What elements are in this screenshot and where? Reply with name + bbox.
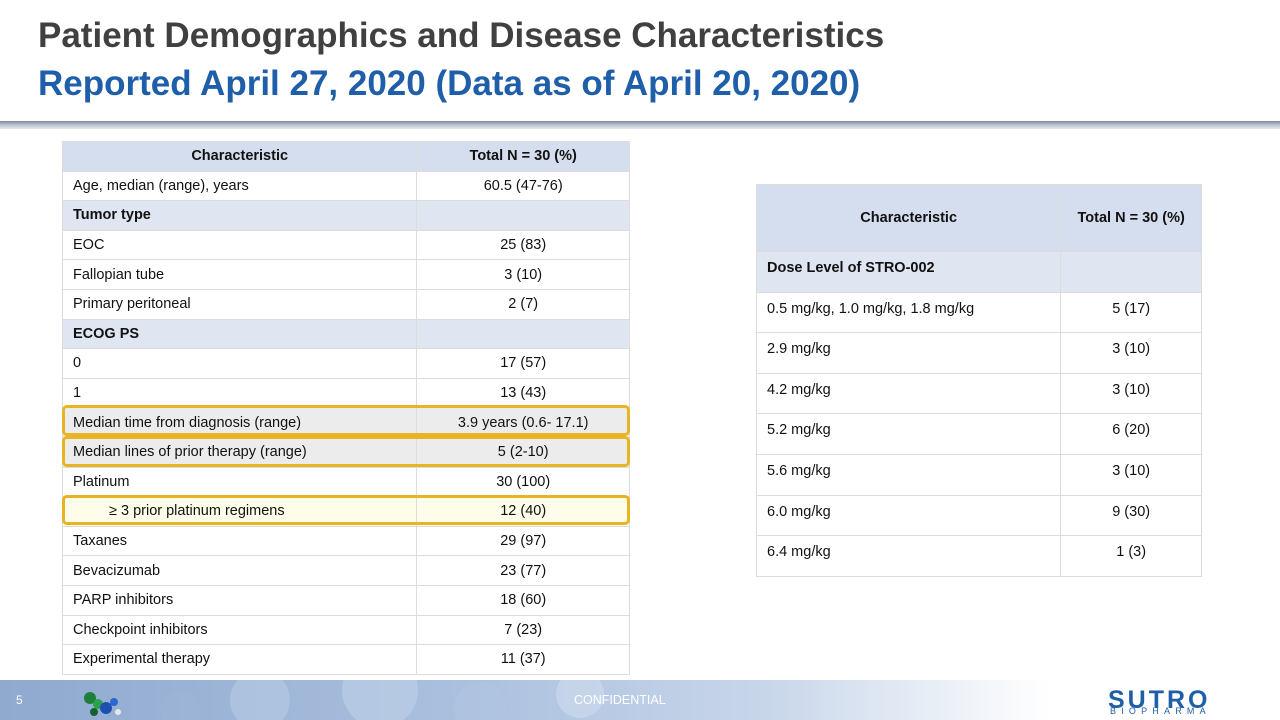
cell-texture-image <box>160 680 604 720</box>
row-label: Median lines of prior therapy (range) <box>61 436 418 468</box>
row-label: 6.4 mg/kg <box>755 535 1062 577</box>
row-label: Bevacizumab <box>61 555 418 586</box>
row-label: Experimental therapy <box>61 644 418 675</box>
row-value: 5 (2-10) <box>416 436 630 468</box>
row-label: Taxanes <box>61 525 418 557</box>
row-value: 2 (7) <box>416 288 630 320</box>
table-header-row: Characteristic Total N = 30 (%) <box>61 141 630 172</box>
table-row: 0 17 (57) <box>61 348 630 379</box>
table-row: 0.5 mg/kg, 1.0 mg/kg, 1.8 mg/kg 5 (17) <box>755 291 1202 334</box>
row-label: Checkpoint inhibitors <box>61 614 418 646</box>
section-value <box>1060 251 1202 293</box>
table-row: Bevacizumab 23 (77) <box>61 555 630 586</box>
row-value: 25 (83) <box>416 229 630 261</box>
row-value: 5 (17) <box>1060 291 1202 334</box>
row-label: PARP inhibitors <box>61 584 418 616</box>
section-label: Tumor type <box>61 200 418 231</box>
table-row: Age, median (range), years 60.5 (47-76) <box>61 170 630 202</box>
row-value: 13 (43) <box>416 377 630 409</box>
row-value: 3 (10) <box>416 259 630 290</box>
row-label: Age, median (range), years <box>61 170 418 202</box>
table-row: 4.2 mg/kg 3 (10) <box>755 372 1202 415</box>
slide-title: Patient Demographics and Disease Charact… <box>38 16 885 55</box>
row-value: 9 (30) <box>1060 494 1202 537</box>
table-row: 6.0 mg/kg 9 (30) <box>755 494 1202 537</box>
table-row: 2.9 mg/kg 3 (10) <box>755 332 1202 374</box>
table-row: PARP inhibitors 18 (60) <box>61 584 630 616</box>
logo-wordmark: SUTRO <box>1108 686 1211 714</box>
table-row: Primary peritoneal 2 (7) <box>61 288 630 320</box>
table-header-row: Characteristic Total N = 30 (%) <box>755 184 1202 252</box>
section-row-tumor-type: Tumor type <box>61 200 630 231</box>
row-label: 4.2 mg/kg <box>755 372 1062 415</box>
row-value: 1 (3) <box>1060 535 1202 577</box>
row-label: 6.0 mg/kg <box>755 494 1062 537</box>
table-row-highlighted: Median lines of prior therapy (range) 5 … <box>61 436 630 468</box>
row-value: 3.9 years (0.6- 17.1) <box>416 407 630 438</box>
row-label: 5.6 mg/kg <box>755 453 1062 496</box>
molecule-icon <box>84 692 121 716</box>
section-row-ecog: ECOG PS <box>61 318 630 350</box>
row-label: ≥ 3 prior platinum regimens <box>61 496 418 527</box>
table-row: Platinum 30 (100) <box>61 466 630 498</box>
table-row: Checkpoint inhibitors 7 (23) <box>61 614 630 646</box>
row-label: EOC <box>61 229 418 261</box>
table-row: 5.2 mg/kg 6 (20) <box>755 413 1202 455</box>
table-row: 6.4 mg/kg 1 (3) <box>755 535 1202 577</box>
highlight-box-platinum-regimens <box>62 495 630 525</box>
column-header-characteristic: Characteristic <box>755 184 1062 252</box>
table-row-highlighted: ≥ 3 prior platinum regimens 12 (40) <box>61 496 630 527</box>
column-header-total: Total N = 30 (%) <box>416 141 630 172</box>
section-value <box>416 318 630 350</box>
demographics-table: Characteristic Total N = 30 (%) Age, med… <box>61 141 630 675</box>
table-row: 5.6 mg/kg 3 (10) <box>755 453 1202 496</box>
row-value: 17 (57) <box>416 348 630 379</box>
row-value: 18 (60) <box>416 584 630 616</box>
row-label: 5.2 mg/kg <box>755 413 1062 455</box>
column-header-characteristic: Characteristic <box>61 141 418 172</box>
section-value <box>416 200 630 231</box>
row-label: 0.5 mg/kg, 1.0 mg/kg, 1.8 mg/kg <box>755 291 1062 334</box>
row-label: 0 <box>61 348 418 379</box>
row-label: Platinum <box>61 466 418 498</box>
table-row: Fallopian tube 3 (10) <box>61 259 630 290</box>
row-value: 23 (77) <box>416 555 630 586</box>
row-label: 2.9 mg/kg <box>755 332 1062 374</box>
row-value: 6 (20) <box>1060 413 1202 455</box>
table-row: Taxanes 29 (97) <box>61 525 630 557</box>
row-value: 29 (97) <box>416 525 630 557</box>
confidential-label: CONFIDENTIAL <box>574 693 666 707</box>
row-value: 7 (23) <box>416 614 630 646</box>
footer-band <box>0 680 1280 720</box>
row-value: 12 (40) <box>416 496 630 527</box>
table-row: EOC 25 (83) <box>61 229 630 261</box>
logo-subtitle: BIOPHARMA <box>1110 706 1211 716</box>
row-label: Primary peritoneal <box>61 288 418 320</box>
row-value: 3 (10) <box>1060 453 1202 496</box>
row-label: Median time from diagnosis (range) <box>61 407 418 438</box>
page-number: 5 <box>16 693 23 707</box>
row-value: 3 (10) <box>1060 332 1202 374</box>
section-row-dose-level: Dose Level of STRO-002 <box>755 251 1202 293</box>
section-label: ECOG PS <box>61 318 418 350</box>
row-value: 11 (37) <box>416 644 630 675</box>
highlight-box-diagnosis <box>62 405 630 436</box>
table-row: 1 13 (43) <box>61 377 630 409</box>
row-value: 3 (10) <box>1060 372 1202 415</box>
highlight-box-prior-therapy <box>62 436 630 467</box>
table-row-highlighted: Median time from diagnosis (range) 3.9 y… <box>61 407 630 438</box>
row-label: Fallopian tube <box>61 259 418 290</box>
row-label: 1 <box>61 377 418 409</box>
column-header-total: Total N = 30 (%) <box>1060 184 1202 252</box>
slide-subtitle: Reported April 27, 2020 (Data as of Apri… <box>38 64 861 103</box>
row-value: 30 (100) <box>416 466 630 498</box>
dose-level-table: Characteristic Total N = 30 (%) Dose Lev… <box>755 184 1202 577</box>
table-row: Experimental therapy 11 (37) <box>61 644 630 675</box>
header-divider <box>0 121 1280 129</box>
row-value: 60.5 (47-76) <box>416 170 630 202</box>
section-label: Dose Level of STRO-002 <box>755 251 1062 293</box>
